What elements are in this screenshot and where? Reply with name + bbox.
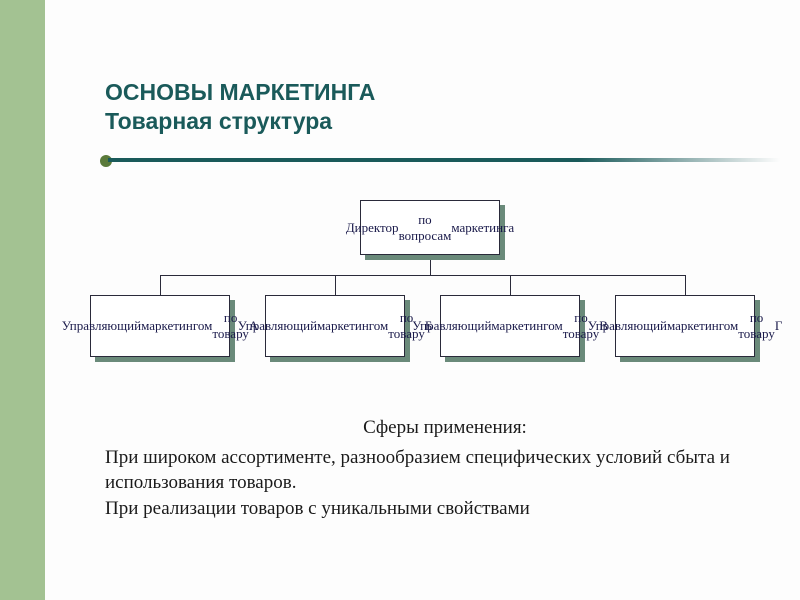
node-mgr-g: Управляющиймаркетингомпо товаруГ: [615, 295, 755, 357]
node-line: маркетингом: [317, 318, 388, 334]
node-director: Директорпо вопросаммаркетинга: [360, 200, 500, 255]
body-text: Сферы применения: При широком ассортимен…: [105, 415, 785, 522]
title-line-1: ОСНОВЫ МАРКЕТИНГА: [105, 78, 375, 107]
node-line: маркетингом: [667, 318, 738, 334]
node-line: Управляющий: [588, 318, 667, 334]
left-accent-bar: [0, 0, 45, 600]
node-line: по вопросам: [399, 212, 452, 243]
node-line: по товару: [738, 310, 775, 341]
node-line: Управляющий: [238, 318, 317, 334]
divider-line: [108, 158, 780, 162]
node-line: маркетингом: [491, 318, 562, 334]
node-line: маркетинга: [451, 220, 514, 236]
connector-trunk: [160, 275, 685, 276]
title-line-2: Товарная структура: [105, 107, 375, 136]
connector-root-stem: [430, 260, 431, 275]
node-line: Управляющий: [412, 318, 491, 334]
slide-title: ОСНОВЫ МАРКЕТИНГА Товарная структура: [105, 78, 375, 136]
connector-drop-1: [335, 275, 336, 295]
title-divider: [100, 158, 780, 162]
body-para-1: При широком ассортименте, разнообразием …: [105, 445, 785, 496]
body-para-2: При реализации товаров с уникальными сво…: [105, 496, 785, 522]
node-line: Директор: [346, 220, 399, 236]
connector-drop-0: [160, 275, 161, 295]
node-line: Г: [775, 318, 783, 334]
node-mgr-b: Управляющиймаркетингомпо товаруБ: [265, 295, 405, 357]
node-line: маркетингом: [141, 318, 212, 334]
body-heading: Сферы применения:: [105, 415, 785, 441]
slide-content: ОСНОВЫ МАРКЕТИНГА Товарная структура Дир…: [45, 0, 800, 600]
node-mgr-v: Управляющиймаркетингомпо товаруВ: [440, 295, 580, 357]
connector-drop-3: [685, 275, 686, 295]
connector-drop-2: [510, 275, 511, 295]
org-chart: Директорпо вопросаммаркетинга Управляющий…: [75, 200, 775, 400]
node-line: Управляющий: [62, 318, 141, 334]
node-mgr-a: Управляющиймаркетингомпо товаруА: [90, 295, 230, 357]
